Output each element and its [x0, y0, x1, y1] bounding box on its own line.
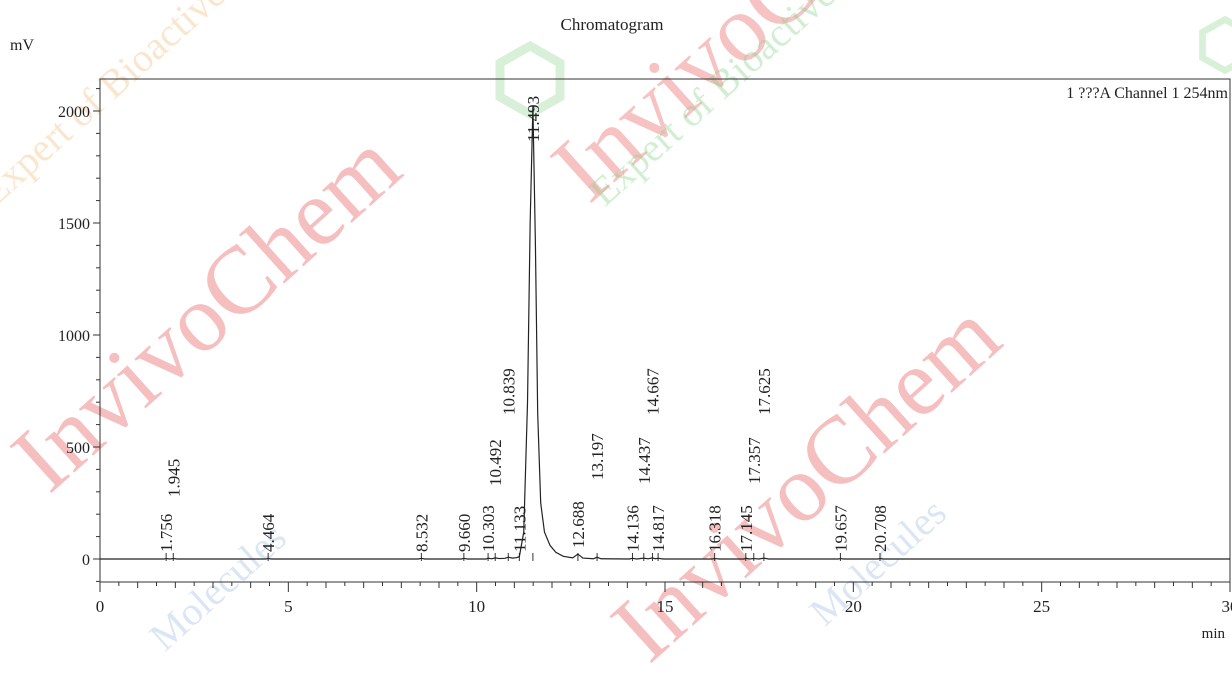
peak-label: 10.839 [499, 368, 518, 415]
y-tick-label: 2000 [58, 104, 90, 121]
peak-label: 8.532 [412, 514, 431, 552]
peak-label: 9.660 [455, 514, 474, 552]
x-tick-label: 15 [657, 597, 674, 616]
peak-label: 14.667 [643, 368, 662, 415]
peak-markers [166, 553, 880, 561]
peak-label: 13.197 [588, 433, 607, 480]
peak-label: 16.318 [706, 505, 725, 552]
peak-label: 4.464 [259, 513, 278, 552]
channel-label: 1 ???A Channel 1 254nm [1066, 85, 1228, 102]
x-tick-label: 25 [1033, 597, 1050, 616]
peak-label: 1.945 [164, 459, 183, 497]
y-axis-label: mV [10, 37, 34, 54]
peak-label: 14.136 [623, 505, 642, 552]
peak-label: 20.708 [871, 505, 890, 552]
peak-label: 1.756 [157, 514, 176, 552]
peak-label: 17.625 [755, 368, 774, 415]
x-tick-label: 20 [845, 597, 862, 616]
chromatogram-trace [100, 107, 1230, 559]
x-axis: 0 5 10 15 20 25 30 [96, 582, 1232, 616]
peak-label: 12.688 [569, 501, 588, 548]
x-tick-label: 0 [96, 597, 105, 616]
peak-label: 17.357 [745, 437, 764, 484]
peak-label: 19.657 [831, 505, 850, 552]
peak-label: 10.492 [486, 439, 505, 486]
chromatogram-chart: Chromatogram mV min 1 ???A Channel 1 254… [0, 0, 1232, 641]
chart-title: Chromatogram [561, 15, 664, 34]
x-tick-label: 5 [284, 597, 293, 616]
y-tick-label: 1500 [58, 216, 90, 233]
peak-label: 14.437 [635, 437, 654, 484]
y-tick-label: 0 [82, 552, 90, 569]
peak-label: 11.133 [510, 506, 529, 552]
x-tick-label: 30 [1222, 597, 1232, 616]
peak-labels: 1.756 1.945 4.464 8.532 9.660 10.303 10.492 10.… [157, 96, 890, 552]
peak-label: 11.493 [524, 96, 543, 142]
peak-label: 17.145 [737, 505, 756, 552]
x-tick-label: 10 [468, 597, 485, 616]
peak-label: 10.303 [479, 505, 498, 552]
y-tick-label: 1000 [58, 328, 90, 345]
x-axis-label: min [1202, 626, 1226, 641]
y-tick-label: 500 [66, 440, 90, 457]
y-axis: 0 500 1000 1500 2000 [58, 89, 100, 582]
peak-label: 14.817 [649, 505, 668, 552]
